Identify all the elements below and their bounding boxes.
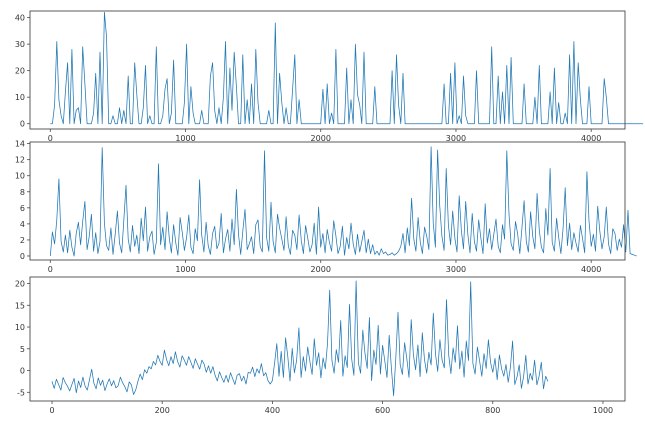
axes-frame [29, 141, 626, 261]
subplot-3: 0 200 400 600 800 1000 -5 0 5 10 15 20 [15, 276, 626, 415]
x-tick-label: 2000 [311, 265, 331, 274]
y-tick-label: 6 [20, 204, 25, 213]
y-tick-label: -5 [17, 388, 25, 397]
x-tick-label: 2000 [311, 134, 331, 143]
x-tick-label: 3000 [446, 265, 466, 274]
y-tick-label: 40 [15, 14, 25, 23]
x-tick-label: 4000 [581, 265, 601, 274]
y-tick-label: 30 [15, 40, 25, 49]
x-tick-label: 400 [265, 406, 280, 415]
subplot-2: 0 1000 2000 3000 4000 0 2 4 6 8 10 12 14 [15, 140, 637, 274]
y-tick-label: 10 [15, 323, 25, 332]
x-tick-label: 0 [48, 265, 53, 274]
x-tick-label: 600 [375, 406, 390, 415]
y-tick-label: 0 [20, 367, 25, 376]
y-tick-label: 20 [15, 67, 25, 76]
subplot-1: 0 1000 2000 3000 4000 0 10 20 30 40 [15, 10, 644, 143]
y-tick-label: 10 [15, 172, 25, 181]
y-tick-label: 4 [20, 220, 25, 229]
y-tick-label: 8 [20, 188, 25, 197]
axes-frame [29, 276, 626, 402]
y-tick-label: 0 [20, 252, 25, 261]
x-tick-label: 0 [48, 134, 53, 143]
y-tick-label: 2 [20, 236, 25, 245]
y-tick-label: 14 [15, 140, 25, 149]
x-tick-label: 200 [155, 406, 170, 415]
y-tick-label: 5 [20, 345, 25, 354]
y-tick-label: 20 [15, 280, 25, 289]
x-tick-label: 4000 [581, 134, 601, 143]
x-tick-label: 1000 [593, 406, 613, 415]
y-tick-label: 0 [20, 120, 25, 129]
axes-frame [29, 10, 626, 130]
series-line [50, 11, 644, 125]
y-tick-label: 10 [15, 93, 25, 102]
series-line [49, 146, 637, 257]
x-tick-label: 800 [485, 406, 500, 415]
x-tick-label: 1000 [175, 265, 195, 274]
series-line [51, 280, 549, 397]
y-tick-label: 12 [15, 156, 25, 165]
y-tick-label: 15 [15, 301, 25, 310]
x-tick-label: 0 [49, 406, 54, 415]
x-tick-label: 3000 [446, 134, 466, 143]
x-tick-label: 1000 [175, 134, 195, 143]
